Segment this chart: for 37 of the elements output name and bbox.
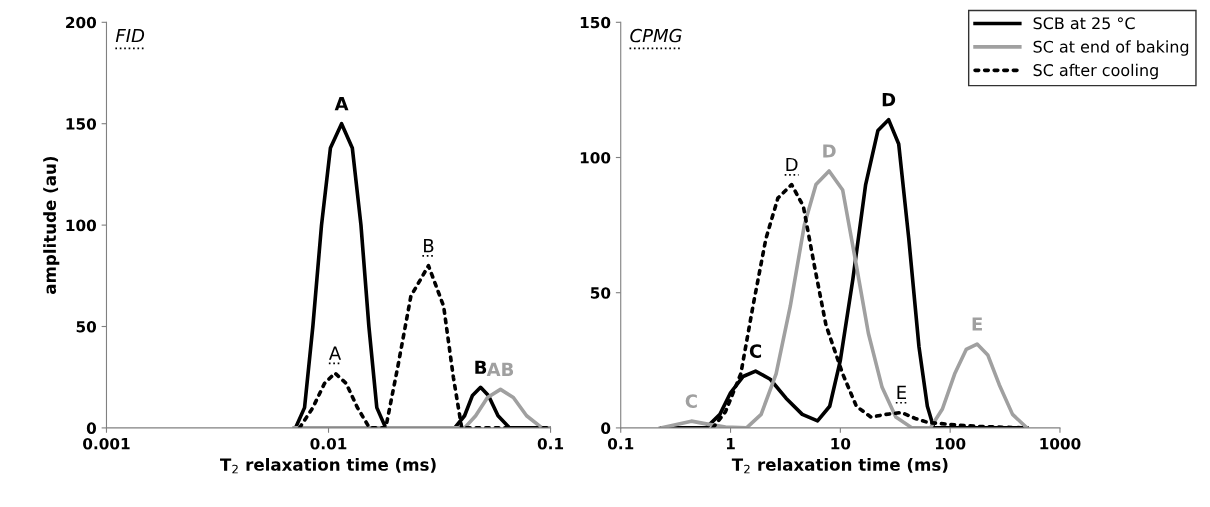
annotation: E <box>972 317 982 331</box>
x-axis-title: T$_{2}$ relaxation time (ms) <box>731 457 948 474</box>
annotation: AB <box>486 362 514 376</box>
x-tick-label: 1000 <box>1040 437 1081 450</box>
annotation: E <box>897 385 906 400</box>
annotation: D <box>786 157 798 172</box>
chart-title: FID <box>115 28 145 43</box>
annotation: A <box>334 97 349 111</box>
y-tick-label: 100 <box>580 151 611 164</box>
x-tick-label: 100 <box>935 437 966 450</box>
y-tick-label: 150 <box>66 118 97 130</box>
annotation: A <box>329 346 342 360</box>
x-tick-label: 0.1 <box>607 437 634 450</box>
legend-label: SC at end of baking <box>1033 40 1189 56</box>
x-tick-label: 1 <box>726 438 735 450</box>
y-tick-label: 0 <box>86 422 97 434</box>
y-tick-label: 50 <box>590 287 611 299</box>
y-tick-label: 150 <box>580 16 611 29</box>
annotation: D <box>882 93 896 107</box>
y-tick-label: 0 <box>601 422 611 434</box>
annotation: D <box>823 144 836 158</box>
x-tick-label: 0.001 <box>83 437 130 450</box>
chart-title: CPMG <box>630 28 682 43</box>
annotation: B <box>475 360 487 374</box>
legend-label: SCB at 25 °C <box>1033 17 1135 30</box>
x-tick-label: 0.01 <box>310 437 347 450</box>
x-tick-label: 0.1 <box>537 437 564 450</box>
y-tick-label: 50 <box>76 320 97 333</box>
x-tick-label: 10 <box>831 437 851 450</box>
legend-label: SC after cooling <box>1033 63 1158 80</box>
annotation: C <box>749 344 762 358</box>
y-axis-title: amplitude (au) <box>43 156 60 294</box>
annotation: B <box>424 239 434 253</box>
y-tick-label: 200 <box>66 16 97 29</box>
x-axis-title: T$_{2}$ relaxation time (ms) <box>220 457 436 474</box>
annotation: C <box>685 394 697 408</box>
y-tick-label: 100 <box>66 219 97 232</box>
